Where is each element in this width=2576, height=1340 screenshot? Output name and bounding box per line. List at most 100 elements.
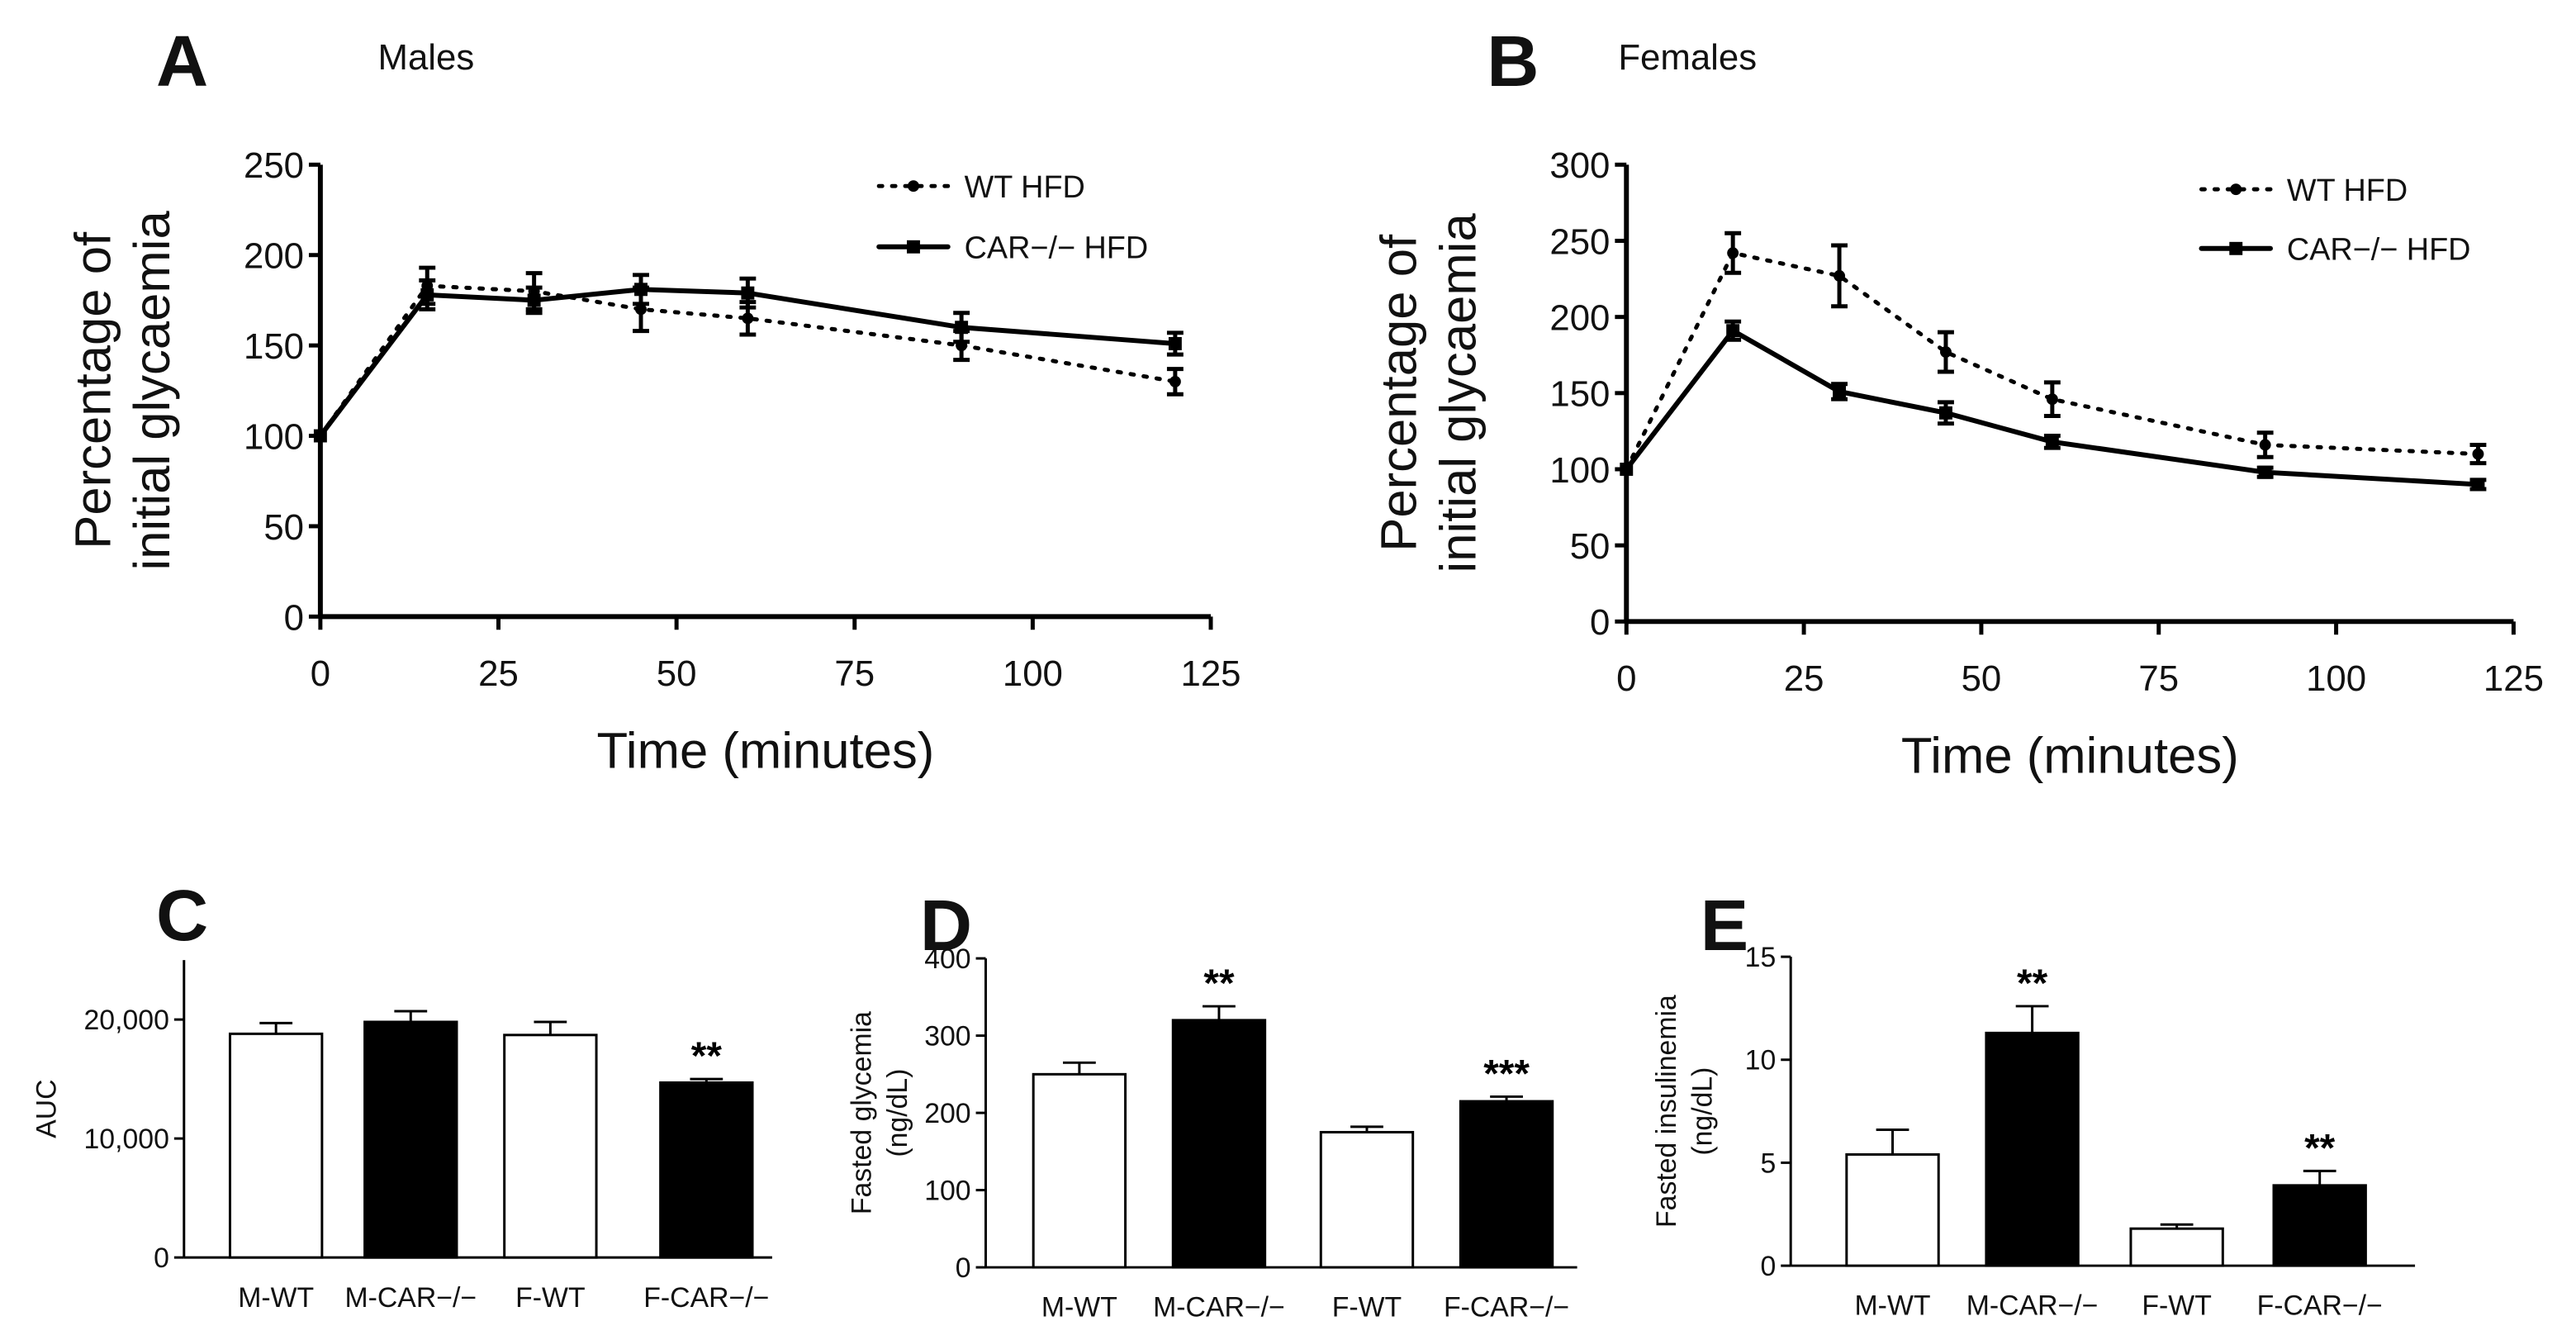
bar-2 (503, 1034, 598, 1259)
data-point (1939, 406, 1952, 420)
significance-stars: ** (1203, 962, 1235, 1005)
panel-C: C 0 10,000 20,000 AUC M-WT M-CAR−/− F-WT F-CAR−/… (31, 875, 772, 1314)
x-tick-label: 125 (2483, 658, 2544, 699)
x-tick-label: M-CAR−/− (1153, 1292, 1285, 1323)
x-axis-title: Time (minutes) (597, 722, 935, 779)
data-point (1834, 269, 1846, 282)
x-tick-label: M-CAR−/− (344, 1282, 477, 1314)
data-point (313, 429, 327, 443)
x-tick-label: 0 (1616, 658, 1636, 699)
y-axis-title: initial glycaemia (1430, 213, 1487, 573)
panel-E: E 0 5 10 15 Fasted insulinemia (ng/dL) M-WT M-CA… (1651, 885, 2416, 1322)
data-point (1939, 346, 1952, 359)
y-tick-label: 0 (284, 597, 304, 638)
data-point (1168, 336, 1182, 350)
panel-label: D (920, 885, 972, 966)
bar-0 (1032, 1072, 1127, 1269)
bar-1 (1171, 1019, 1267, 1269)
x-tick-label: 100 (1003, 653, 1063, 694)
y-tick-label: 50 (263, 507, 304, 548)
x-axis-title: Time (minutes) (1901, 727, 2239, 784)
y-tick-label: 250 (1549, 221, 1610, 262)
data-point (1727, 247, 1739, 259)
significance-stars: ** (2017, 962, 2048, 1005)
data-point (2258, 465, 2272, 479)
panel-B: B Females 0 50 100 150 200 250 300 0 25 50 75 100 125 T… (1371, 21, 2544, 784)
y-tick-label: 100 (924, 1176, 970, 1207)
y-axis-title: Fasted insulinemia (1651, 995, 1682, 1228)
data-point (1169, 375, 1181, 387)
data-point (634, 283, 648, 297)
y-axis-title: initial glycaemia (124, 211, 181, 571)
data-point (742, 312, 754, 325)
y-tick-label: 150 (244, 326, 304, 367)
data-point (527, 293, 541, 307)
bar-3 (659, 1081, 754, 1259)
bar-1 (1985, 1031, 2080, 1267)
panel-D: D 0 100 200 300 400 Fasted glycemia (ng/dL) M-WT… (846, 885, 1577, 1323)
y-axis-title: Percentage of (64, 231, 121, 549)
legend-marker (907, 240, 920, 254)
data-point (2259, 439, 2271, 451)
y-axis-title: (ng/dL) (882, 1069, 913, 1157)
x-tick-label: 75 (2138, 658, 2179, 699)
y-tick-label: 300 (1549, 145, 1610, 186)
y-tick-label: 20,000 (84, 1005, 169, 1036)
x-tick-label: M-WT (238, 1282, 314, 1314)
x-tick-label: F-CAR−/− (1444, 1292, 1569, 1323)
y-tick-label: 100 (1549, 450, 1610, 491)
x-tick-label: F-WT (2142, 1290, 2211, 1322)
bar-2 (1319, 1130, 1415, 1269)
y-tick-label: 200 (244, 236, 304, 277)
x-tick-label: 25 (1784, 658, 1824, 699)
bar-3 (1459, 1100, 1554, 1269)
bar-2 (2129, 1227, 2224, 1267)
data-point (2045, 435, 2059, 449)
y-tick-label: 400 (924, 943, 970, 975)
y-tick-label: 0 (956, 1252, 971, 1284)
panel-label: B (1487, 21, 1539, 102)
y-tick-label: 5 (1760, 1148, 1776, 1179)
x-tick-label: M-WT (1855, 1290, 1931, 1322)
x-tick-label: 100 (2306, 658, 2366, 699)
y-axis-title: AUC (31, 1079, 63, 1138)
panel-title: Males (378, 37, 475, 78)
y-axis-title: Fasted glycemia (846, 1011, 877, 1214)
legend-label: CAR−/− HFD (965, 231, 1149, 266)
data-point (741, 286, 755, 300)
legend-marker (2230, 183, 2242, 196)
y-axis-title: Percentage of (1371, 234, 1428, 552)
y-axis-title: (ng/dL) (1687, 1067, 1719, 1156)
panel-label: E (1701, 885, 1748, 966)
y-tick-label: 200 (1549, 298, 1610, 339)
data-point (420, 287, 434, 302)
panel-label: C (156, 875, 208, 956)
x-tick-label: 25 (478, 653, 519, 694)
x-tick-label: F-CAR−/− (2257, 1290, 2383, 1322)
significance-stars: *** (1483, 1053, 1530, 1096)
y-tick-label: 0 (154, 1243, 169, 1274)
x-tick-label: 50 (1962, 658, 2002, 699)
x-tick-label: F-CAR−/− (643, 1282, 769, 1314)
y-tick-label: 250 (244, 145, 304, 186)
significance-stars: ** (691, 1034, 723, 1078)
x-tick-label: 50 (657, 653, 697, 694)
x-tick-label: F-WT (515, 1282, 585, 1314)
data-point (2046, 393, 2058, 406)
legend-label: CAR−/− HFD (2287, 233, 2471, 268)
bar-1 (363, 1020, 458, 1259)
x-tick-label: M-WT (1041, 1292, 1117, 1323)
data-point (2472, 448, 2484, 460)
y-tick-label: 10 (1745, 1045, 1777, 1076)
legend-marker (2229, 241, 2243, 255)
y-tick-label: 0 (1590, 602, 1610, 643)
y-tick-label: 150 (1549, 374, 1610, 415)
panel-label: A (156, 21, 208, 102)
legend-label: WT HFD (965, 170, 1085, 205)
x-tick-label: 75 (834, 653, 875, 694)
data-point (2471, 478, 2485, 492)
x-tick-label: 0 (311, 653, 330, 694)
y-tick-label: 10,000 (84, 1124, 169, 1155)
y-tick-label: 0 (1760, 1251, 1776, 1282)
